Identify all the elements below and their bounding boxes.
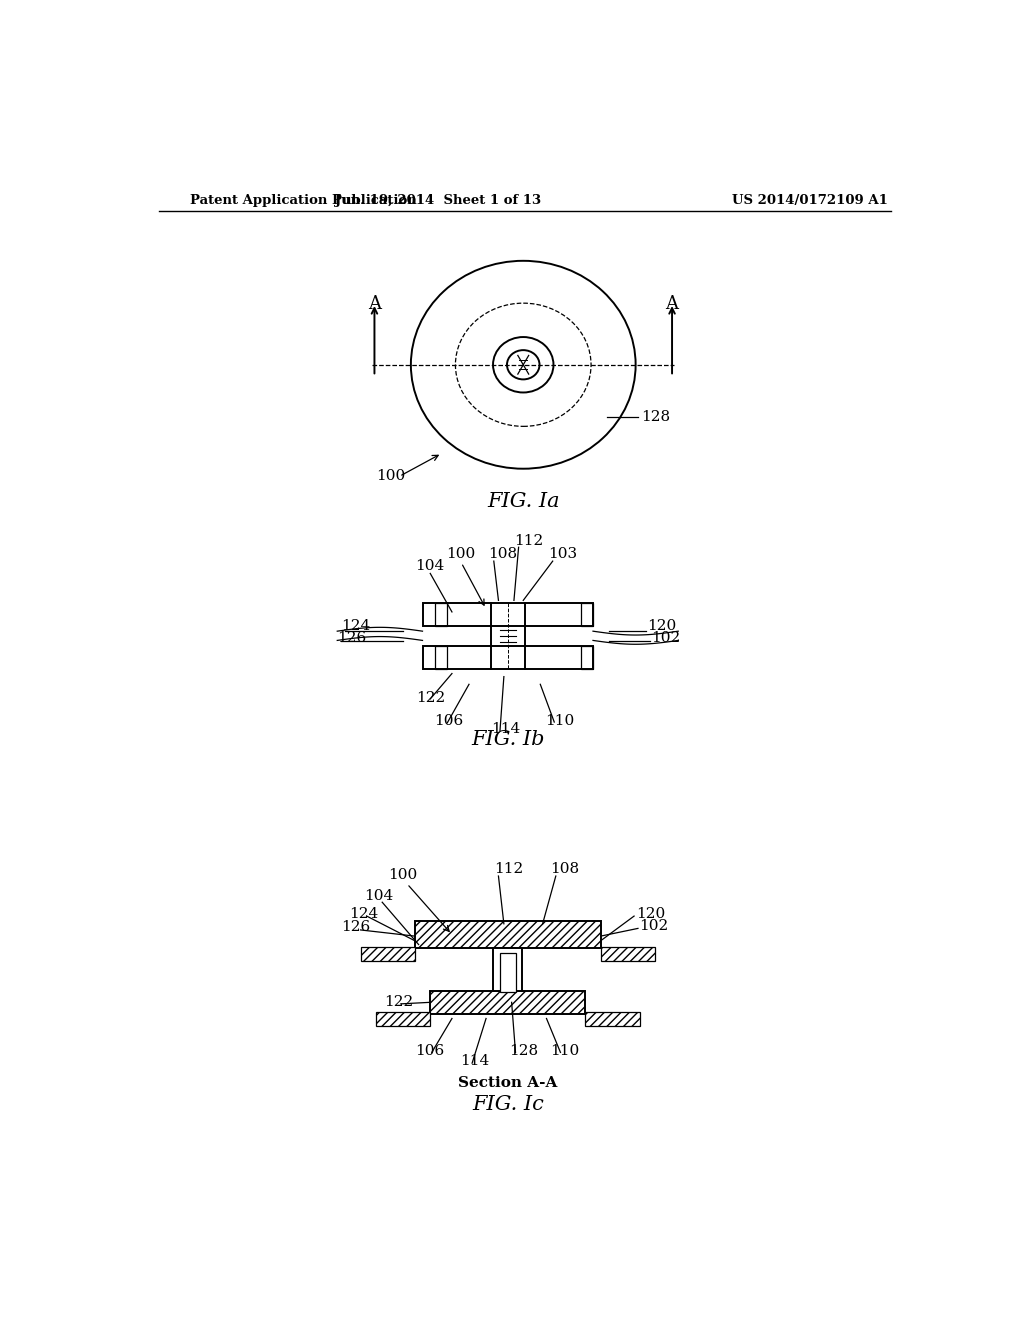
Text: 100: 100: [388, 869, 417, 882]
Text: FIG. Ic: FIG. Ic: [472, 1096, 544, 1114]
Bar: [493, 949, 522, 991]
Text: 103: 103: [548, 546, 578, 561]
Bar: [415, 921, 601, 949]
Text: 112: 112: [514, 535, 543, 548]
Text: A: A: [666, 296, 679, 313]
Text: 102: 102: [651, 631, 680, 645]
Bar: [435, 603, 447, 626]
Bar: [581, 645, 593, 669]
Text: 122: 122: [417, 692, 445, 705]
Text: Jun. 19, 2014  Sheet 1 of 13: Jun. 19, 2014 Sheet 1 of 13: [335, 194, 541, 207]
Text: US 2014/0172109 A1: US 2014/0172109 A1: [732, 194, 889, 207]
Bar: [435, 645, 447, 669]
Text: 106: 106: [415, 1044, 444, 1059]
Bar: [423, 645, 593, 669]
Text: 124: 124: [349, 907, 378, 920]
Text: 124: 124: [341, 619, 371, 632]
Bar: [376, 1012, 430, 1026]
Text: Section A-A: Section A-A: [458, 1076, 557, 1090]
Bar: [581, 603, 593, 626]
Text: 100: 100: [445, 546, 475, 561]
Bar: [360, 946, 415, 961]
Text: 126: 126: [341, 920, 371, 935]
Text: 126: 126: [337, 631, 367, 645]
Text: 122: 122: [384, 995, 413, 1010]
Text: 120: 120: [647, 619, 677, 632]
Text: FIG. Ia: FIG. Ia: [487, 492, 559, 511]
Text: FIG. Ib: FIG. Ib: [471, 730, 545, 750]
Text: 128: 128: [641, 411, 670, 424]
Text: 108: 108: [550, 862, 580, 876]
Bar: [423, 603, 593, 626]
Text: 114: 114: [460, 1055, 488, 1068]
Text: 120: 120: [636, 907, 665, 920]
Text: 104: 104: [415, 560, 444, 573]
Text: 106: 106: [434, 714, 464, 729]
Text: 100: 100: [376, 470, 406, 483]
Text: 108: 108: [488, 546, 517, 561]
Bar: [601, 946, 655, 961]
Text: 102: 102: [640, 919, 669, 933]
Text: A: A: [368, 296, 381, 313]
Text: 112: 112: [494, 862, 523, 876]
Bar: [500, 953, 515, 993]
Bar: [430, 991, 586, 1014]
Text: 104: 104: [365, 888, 393, 903]
Text: 128: 128: [509, 1044, 539, 1059]
Text: Patent Application Publication: Patent Application Publication: [190, 194, 417, 207]
Text: 110: 110: [545, 714, 574, 729]
Text: 110: 110: [550, 1044, 580, 1059]
Text: 114: 114: [490, 722, 520, 735]
Bar: [586, 1012, 640, 1026]
